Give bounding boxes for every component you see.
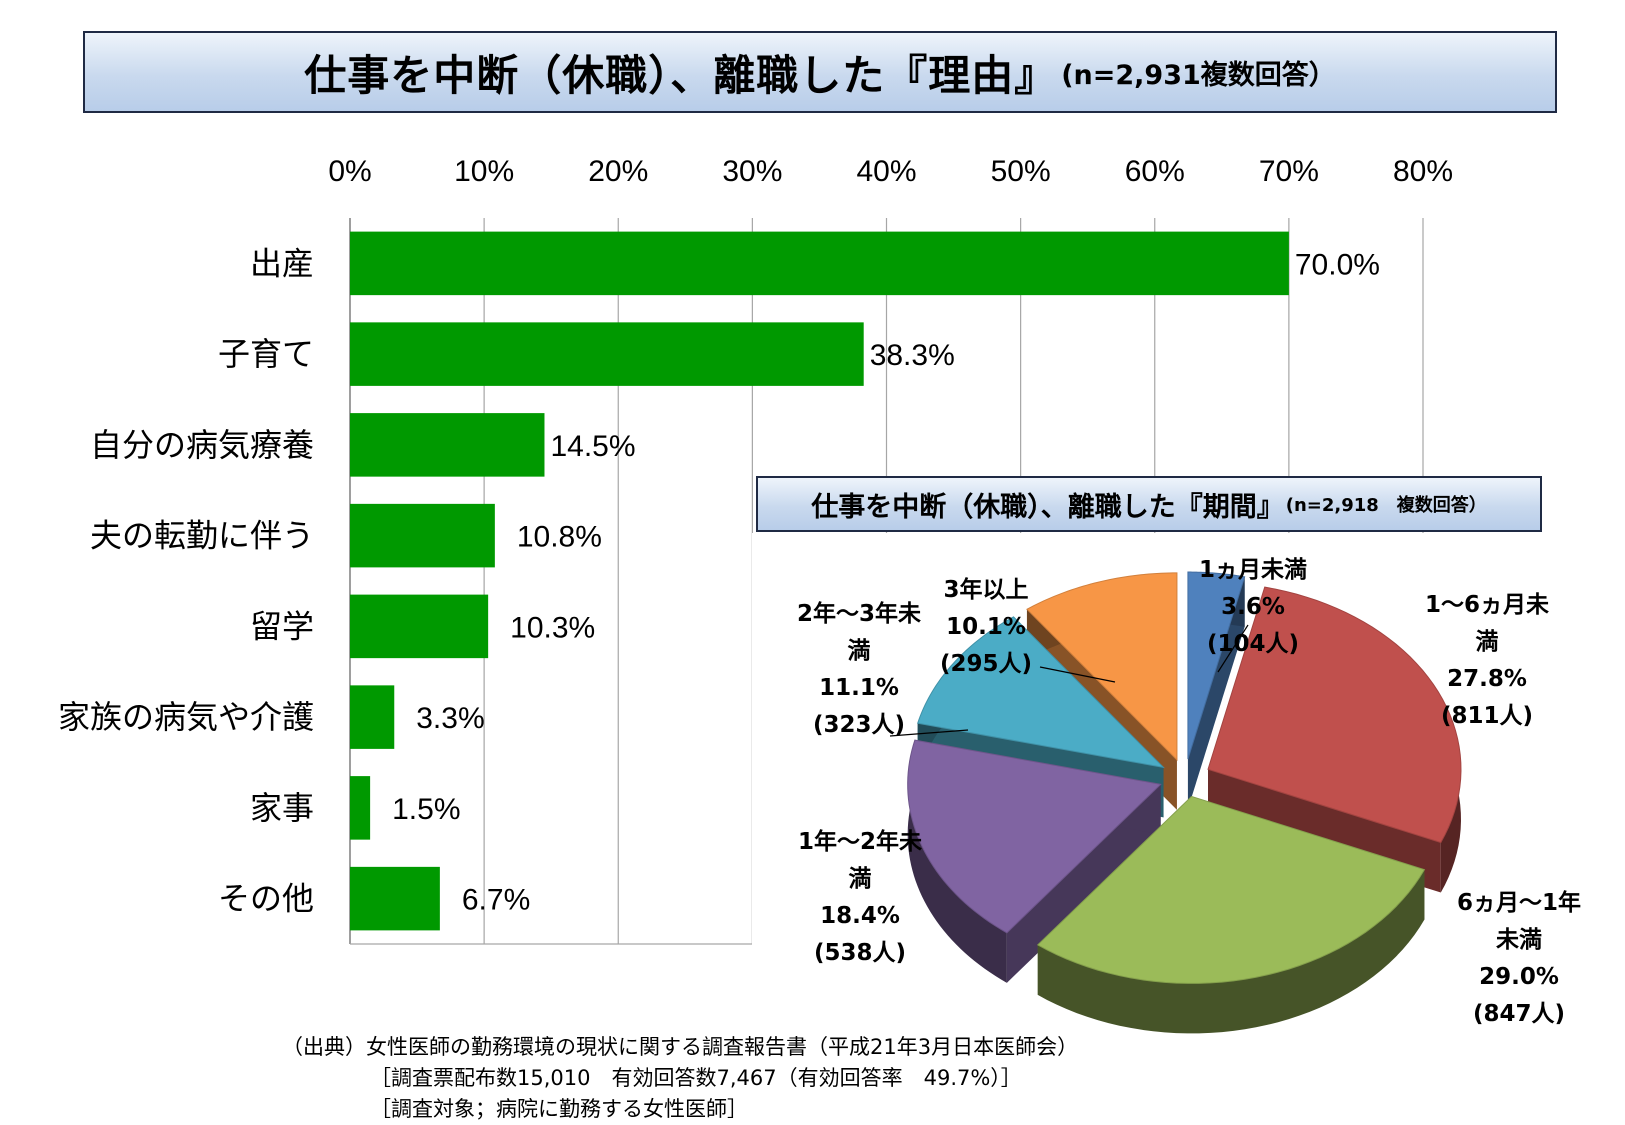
pie-label: 未満 <box>1496 927 1542 953</box>
pie-slice-wall <box>1187 576 1245 810</box>
chart-title: 仕事を中断（休職）、離職した『理由』 (n=2,931複数回答） <box>83 31 1557 113</box>
pie-label: 満 <box>849 866 872 892</box>
pie-label: 1～6ヵ月未 <box>1425 592 1549 618</box>
x-tick-label: 30% <box>722 155 782 188</box>
pie-label: (847人) <box>1473 1001 1565 1027</box>
category-label: 家事 <box>250 789 314 827</box>
x-tick-label: 10% <box>454 155 514 188</box>
data-label: 10.3% <box>510 611 595 644</box>
pie-label: 29.0% <box>1479 964 1559 990</box>
x-tick-label: 20% <box>588 155 648 188</box>
pie-slice <box>1026 572 1178 762</box>
data-label: 6.7% <box>462 884 530 917</box>
pie-label: 満 <box>848 638 871 664</box>
category-label: 出産 <box>250 244 314 282</box>
leader-line <box>1039 666 1116 683</box>
leader-line <box>1217 624 1249 673</box>
data-label: 3.3% <box>416 702 484 735</box>
data-label: 38.3% <box>870 339 955 372</box>
pie-label: 3.6% <box>1221 594 1285 620</box>
bar <box>350 866 440 931</box>
bar <box>350 322 864 386</box>
data-label: 1.5% <box>392 793 460 826</box>
pie-slice <box>1036 795 1426 984</box>
pie-label: (538人) <box>814 940 906 966</box>
category-label: 子育て <box>218 335 314 373</box>
bar <box>350 231 1289 296</box>
category-label: 留学 <box>250 607 314 645</box>
pie-label: (323人) <box>813 712 905 738</box>
bar <box>350 503 495 568</box>
pie-chart-title: 仕事を中断（休職）、離職した『期間』 (n=2,918 複数回答） <box>756 476 1542 532</box>
source-note: （出典）女性医師の勤務環境の現状に関する調査報告書（平成21年3月日本医師会） … <box>282 1032 1078 1125</box>
pie-slice <box>907 739 1162 934</box>
pie-label: (295人) <box>940 651 1032 677</box>
pie-slice <box>1187 571 1246 760</box>
pie-label: 11.1% <box>819 675 899 701</box>
x-tick-label: 0% <box>328 155 371 188</box>
x-tick-label: 70% <box>1259 155 1319 188</box>
pie-title-main: 仕事を中断（休職）、離職した『期間』 <box>811 491 1284 523</box>
pie-title-sub: (n=2,918 複数回答） <box>1285 495 1487 516</box>
category-label: 夫の転勤に伴う <box>90 517 314 555</box>
bar <box>350 776 371 840</box>
pie-label: 10.1% <box>946 614 1026 640</box>
source-line-1: （出典）女性医師の勤務環境の現状に関する調査報告書（平成21年3月日本医師会） <box>282 1035 1079 1059</box>
pie-label: 1年～2年未 <box>798 828 922 855</box>
pie-slice <box>917 616 1165 769</box>
category-label: 家族の病気や介護 <box>58 698 314 736</box>
pie-slice-rim <box>1037 869 1425 1034</box>
bar <box>350 685 395 749</box>
data-label: 14.5% <box>550 430 635 463</box>
pie-slice-wall <box>1006 784 1161 983</box>
pie-label: 6ヵ月～1年 <box>1457 889 1581 916</box>
chart-title-sub: (n=2,931複数回答） <box>1061 59 1336 91</box>
pie-label: 満 <box>1476 629 1499 655</box>
source-line-3: ［調査対象；病院に勤務する女性医師］ <box>370 1097 748 1121</box>
data-label: 10.8% <box>517 521 602 554</box>
pie-label: 2年～3年未 <box>797 600 921 627</box>
pie-label: 18.4% <box>820 903 900 929</box>
bar <box>350 413 545 477</box>
category-label: その他 <box>218 880 314 918</box>
source-line-2: ［調査票配布数15,010 有効回答数7,467（有効回答率 49.7%）］ <box>370 1066 1022 1090</box>
x-tick-label: 60% <box>1125 155 1185 188</box>
bar <box>350 594 489 659</box>
pie-label: 3年以上 <box>943 576 1028 603</box>
pie-label: (811人) <box>1441 703 1533 729</box>
x-tick-label: 80% <box>1393 155 1453 188</box>
leader-line <box>889 729 969 737</box>
x-tick-label: 50% <box>991 155 1051 188</box>
chart-title-main: 仕事を中断（休職）、離職した『理由』 <box>304 50 1058 100</box>
category-label: 自分の病気療養 <box>90 426 314 464</box>
pie-label: 1ヵ月未満 <box>1199 557 1307 583</box>
pie-slice-rim <box>907 740 1007 983</box>
x-tick-label: 40% <box>856 155 916 188</box>
pie-slice <box>1207 586 1462 844</box>
pie-label: (104人) <box>1207 631 1299 657</box>
data-label: 70.0% <box>1295 248 1380 281</box>
pie-label: 27.8% <box>1447 666 1527 692</box>
